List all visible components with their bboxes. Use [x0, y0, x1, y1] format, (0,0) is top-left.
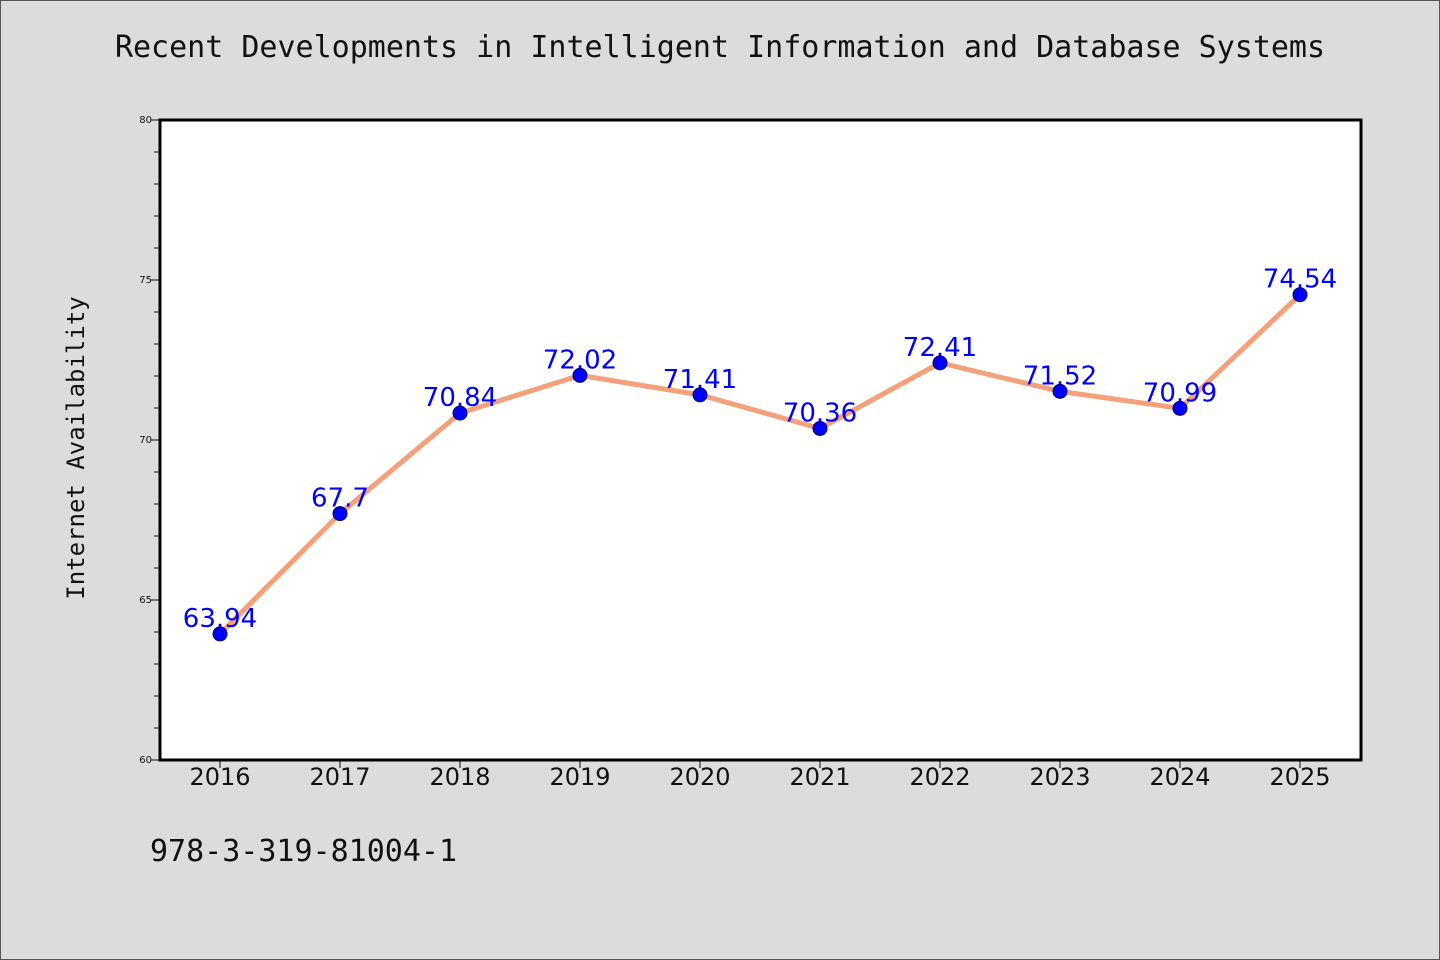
x-tick-label: 2020: [669, 763, 730, 791]
data-point: [572, 367, 588, 383]
isbn-code: 978-3-319-81004-1: [150, 834, 458, 869]
data-point: [212, 626, 228, 642]
y-tick-label: 65: [139, 595, 152, 606]
y-tick-label: 70: [139, 435, 152, 446]
data-label: 71.41: [663, 365, 737, 395]
x-tick-label: 2016: [189, 763, 250, 791]
data-label: 72.41: [903, 333, 977, 363]
data-label: 74.54: [1263, 265, 1337, 295]
data-point: [332, 506, 348, 522]
x-tick-label: 2018: [429, 763, 490, 791]
data-label: 72.02: [543, 345, 617, 375]
x-tick-label: 2019: [549, 763, 610, 791]
y-tick-label: 75: [139, 275, 152, 286]
data-label: 70.36: [783, 398, 857, 428]
data-point: [692, 387, 708, 403]
data-point: [1292, 287, 1308, 303]
chart-title: Recent Developments in Intelligent Infor…: [114, 30, 1326, 65]
data-point: [1052, 383, 1068, 399]
plot-area: [160, 120, 1361, 760]
data-point: [1172, 400, 1188, 416]
data-point: [452, 405, 468, 421]
data-label: 67.7: [311, 484, 369, 514]
y-tick-label: 80: [139, 115, 152, 126]
x-tick-label: 2024: [1149, 763, 1210, 791]
x-tick-label: 2017: [309, 763, 370, 791]
y-tick-label: 60: [139, 755, 152, 766]
data-point: [932, 355, 948, 371]
data-label: 70.84: [423, 383, 497, 413]
x-tick-label: 2023: [1029, 763, 1090, 791]
x-tick-label: 2021: [789, 763, 850, 791]
x-tick-label: 2022: [909, 763, 970, 791]
series-line: [217, 292, 1303, 637]
data-label: 70.99: [1143, 378, 1217, 408]
plot-border: [158, 118, 1363, 762]
data-point: [812, 420, 828, 436]
data-label: 71.52: [1023, 361, 1097, 391]
x-tick-label: 2025: [1269, 763, 1330, 791]
data-label: 63.94: [183, 604, 257, 634]
